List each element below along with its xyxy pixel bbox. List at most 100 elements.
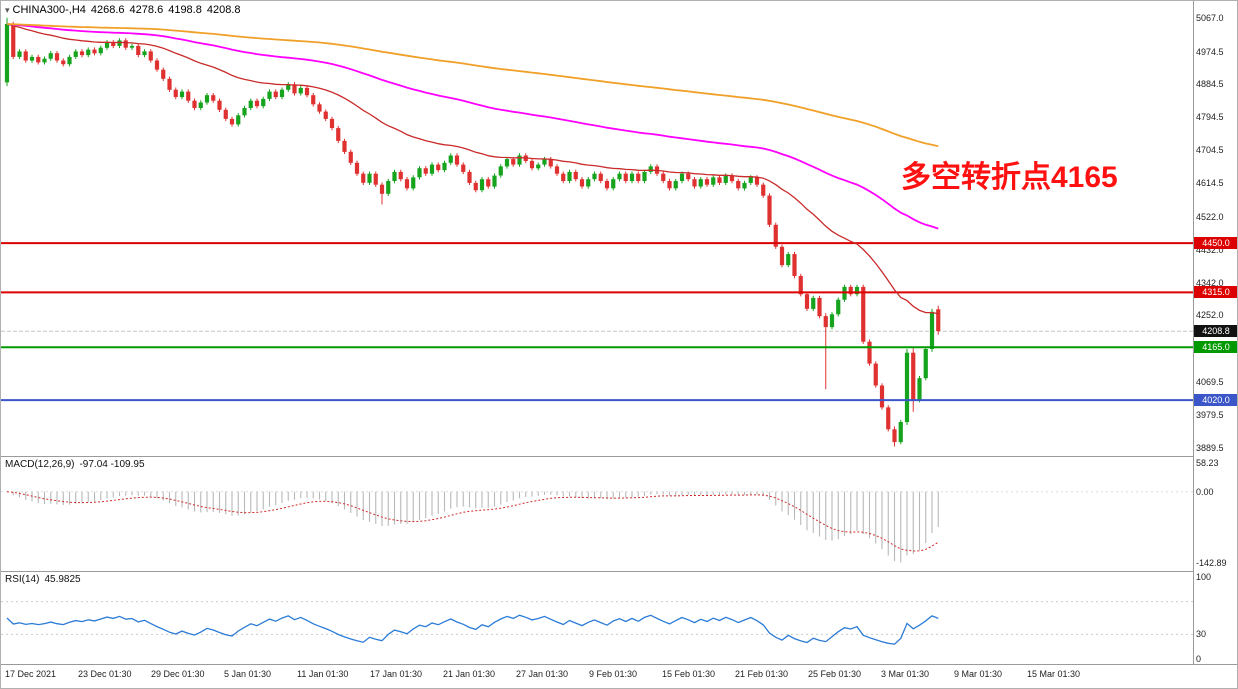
candle [929, 308, 935, 352]
candle [204, 93, 210, 105]
candle [704, 177, 710, 187]
candle [536, 162, 541, 171]
candle [817, 295, 822, 319]
price-axis-label: 4614.5 [1196, 178, 1224, 189]
quote-low: 4198.8 [168, 4, 202, 16]
candle [129, 43, 135, 50]
price-scale-separator [1193, 1, 1194, 664]
price-scale[interactable]: 5067.0 4974.5 4884.5 4794.5 4704.5 4614.5 4522… [1194, 1, 1237, 664]
candle [173, 87, 178, 100]
candle [667, 178, 672, 191]
candle [611, 177, 616, 191]
candle [673, 178, 678, 191]
time-scale[interactable]: 17 Dec 2021 23 Dec 01:30 29 Dec 01:30 5 Jan… [1, 665, 1237, 688]
candle [398, 169, 403, 182]
time-axis-label: 11 Jan 01:30 [297, 669, 349, 679]
price-level-tag: 4450.0 [1194, 237, 1237, 250]
main-chart-canvas[interactable]: 多空转折点4165 [1, 1, 1193, 456]
candle [217, 98, 222, 112]
candle [186, 89, 191, 103]
candle [23, 49, 28, 63]
price-level-tag: 4165.0 [1194, 341, 1237, 354]
candle [861, 284, 866, 344]
time-axis-label: 25 Feb 01:30 [808, 669, 862, 679]
macd-values: -97.04 -109.95 [79, 459, 145, 470]
candle [761, 182, 766, 198]
candle [623, 171, 628, 184]
candle [167, 76, 172, 92]
candle [436, 162, 441, 173]
chart-header: ▾ CHINA300-,H4 4268.6 4278.6 4198.8 4208.8 [5, 4, 241, 16]
ma-fast-line [6, 23, 939, 315]
candle [242, 105, 247, 118]
candle [873, 361, 878, 388]
candle [261, 96, 266, 109]
candle [79, 49, 85, 58]
candle [136, 43, 141, 58]
candle [67, 54, 72, 67]
candle [223, 107, 228, 122]
candle [879, 383, 885, 410]
price-axis-label: 4069.5 [1196, 377, 1224, 388]
candle [211, 93, 216, 103]
candle [342, 138, 347, 154]
time-axis-label: 9 Feb 01:30 [589, 669, 638, 679]
macd-signal-line [6, 491, 939, 552]
candle [361, 171, 366, 185]
candle [42, 56, 47, 65]
candle [142, 49, 147, 58]
candle [567, 169, 572, 184]
candle [592, 171, 597, 182]
candle [892, 426, 897, 447]
candle [304, 85, 310, 98]
rsi-canvas[interactable] [1, 572, 1193, 664]
time-axis-label: 21 Feb 01:30 [735, 669, 789, 679]
price-axis-label: 4342.0 [1196, 277, 1224, 288]
price-axis-label: 3889.5 [1196, 442, 1224, 453]
time-axis-label: 5 Jan 01:30 [224, 669, 272, 679]
candle [329, 116, 335, 131]
time-axis-label: 21 Jan 01:30 [443, 669, 496, 679]
price-axis-label: 4794.5 [1196, 112, 1224, 123]
candle [292, 82, 297, 96]
candle [786, 251, 791, 268]
candle [417, 166, 422, 180]
candle [848, 284, 853, 297]
candle [17, 49, 22, 60]
candle [617, 171, 622, 182]
candle [904, 349, 910, 425]
quote-close: 4208.8 [206, 4, 241, 16]
time-axis-label: 23 Dec 01:30 [78, 669, 132, 679]
candle [423, 166, 428, 176]
candle [404, 177, 410, 191]
quote-open: 4268.6 [90, 4, 125, 16]
time-axis-label: 17 Dec 2021 [5, 669, 57, 679]
panel-separator-main-macd [1, 456, 1237, 457]
price-level-tag: 4315.0 [1194, 286, 1237, 299]
candle [354, 160, 360, 176]
price-axis-label: 4252.0 [1196, 310, 1224, 321]
time-axis-label: 3 Mar 01:30 [881, 669, 930, 679]
candle [348, 149, 353, 165]
candle [486, 177, 491, 189]
candle [511, 156, 516, 167]
candle [629, 171, 635, 184]
candle [773, 222, 778, 249]
macd-canvas[interactable] [1, 457, 1193, 571]
candle [598, 171, 603, 184]
candle [448, 153, 453, 165]
price-axis-label: 5067.0 [1196, 12, 1224, 23]
chart-expand-icon[interactable]: ▾ [5, 5, 10, 15]
candle [829, 312, 835, 330]
candle [698, 177, 703, 189]
candle [692, 177, 697, 189]
rsi-value: 45.9825 [44, 574, 81, 585]
time-axis-label: 15 Mar 01:30 [1027, 669, 1081, 679]
panel-separator-time-axis [1, 664, 1237, 665]
candle [767, 193, 772, 227]
candle [442, 160, 447, 173]
price-axis-label: 4704.5 [1196, 145, 1224, 156]
candle [573, 169, 578, 182]
candle [267, 89, 272, 102]
current-price-tag: 4208.8 [1194, 325, 1237, 338]
